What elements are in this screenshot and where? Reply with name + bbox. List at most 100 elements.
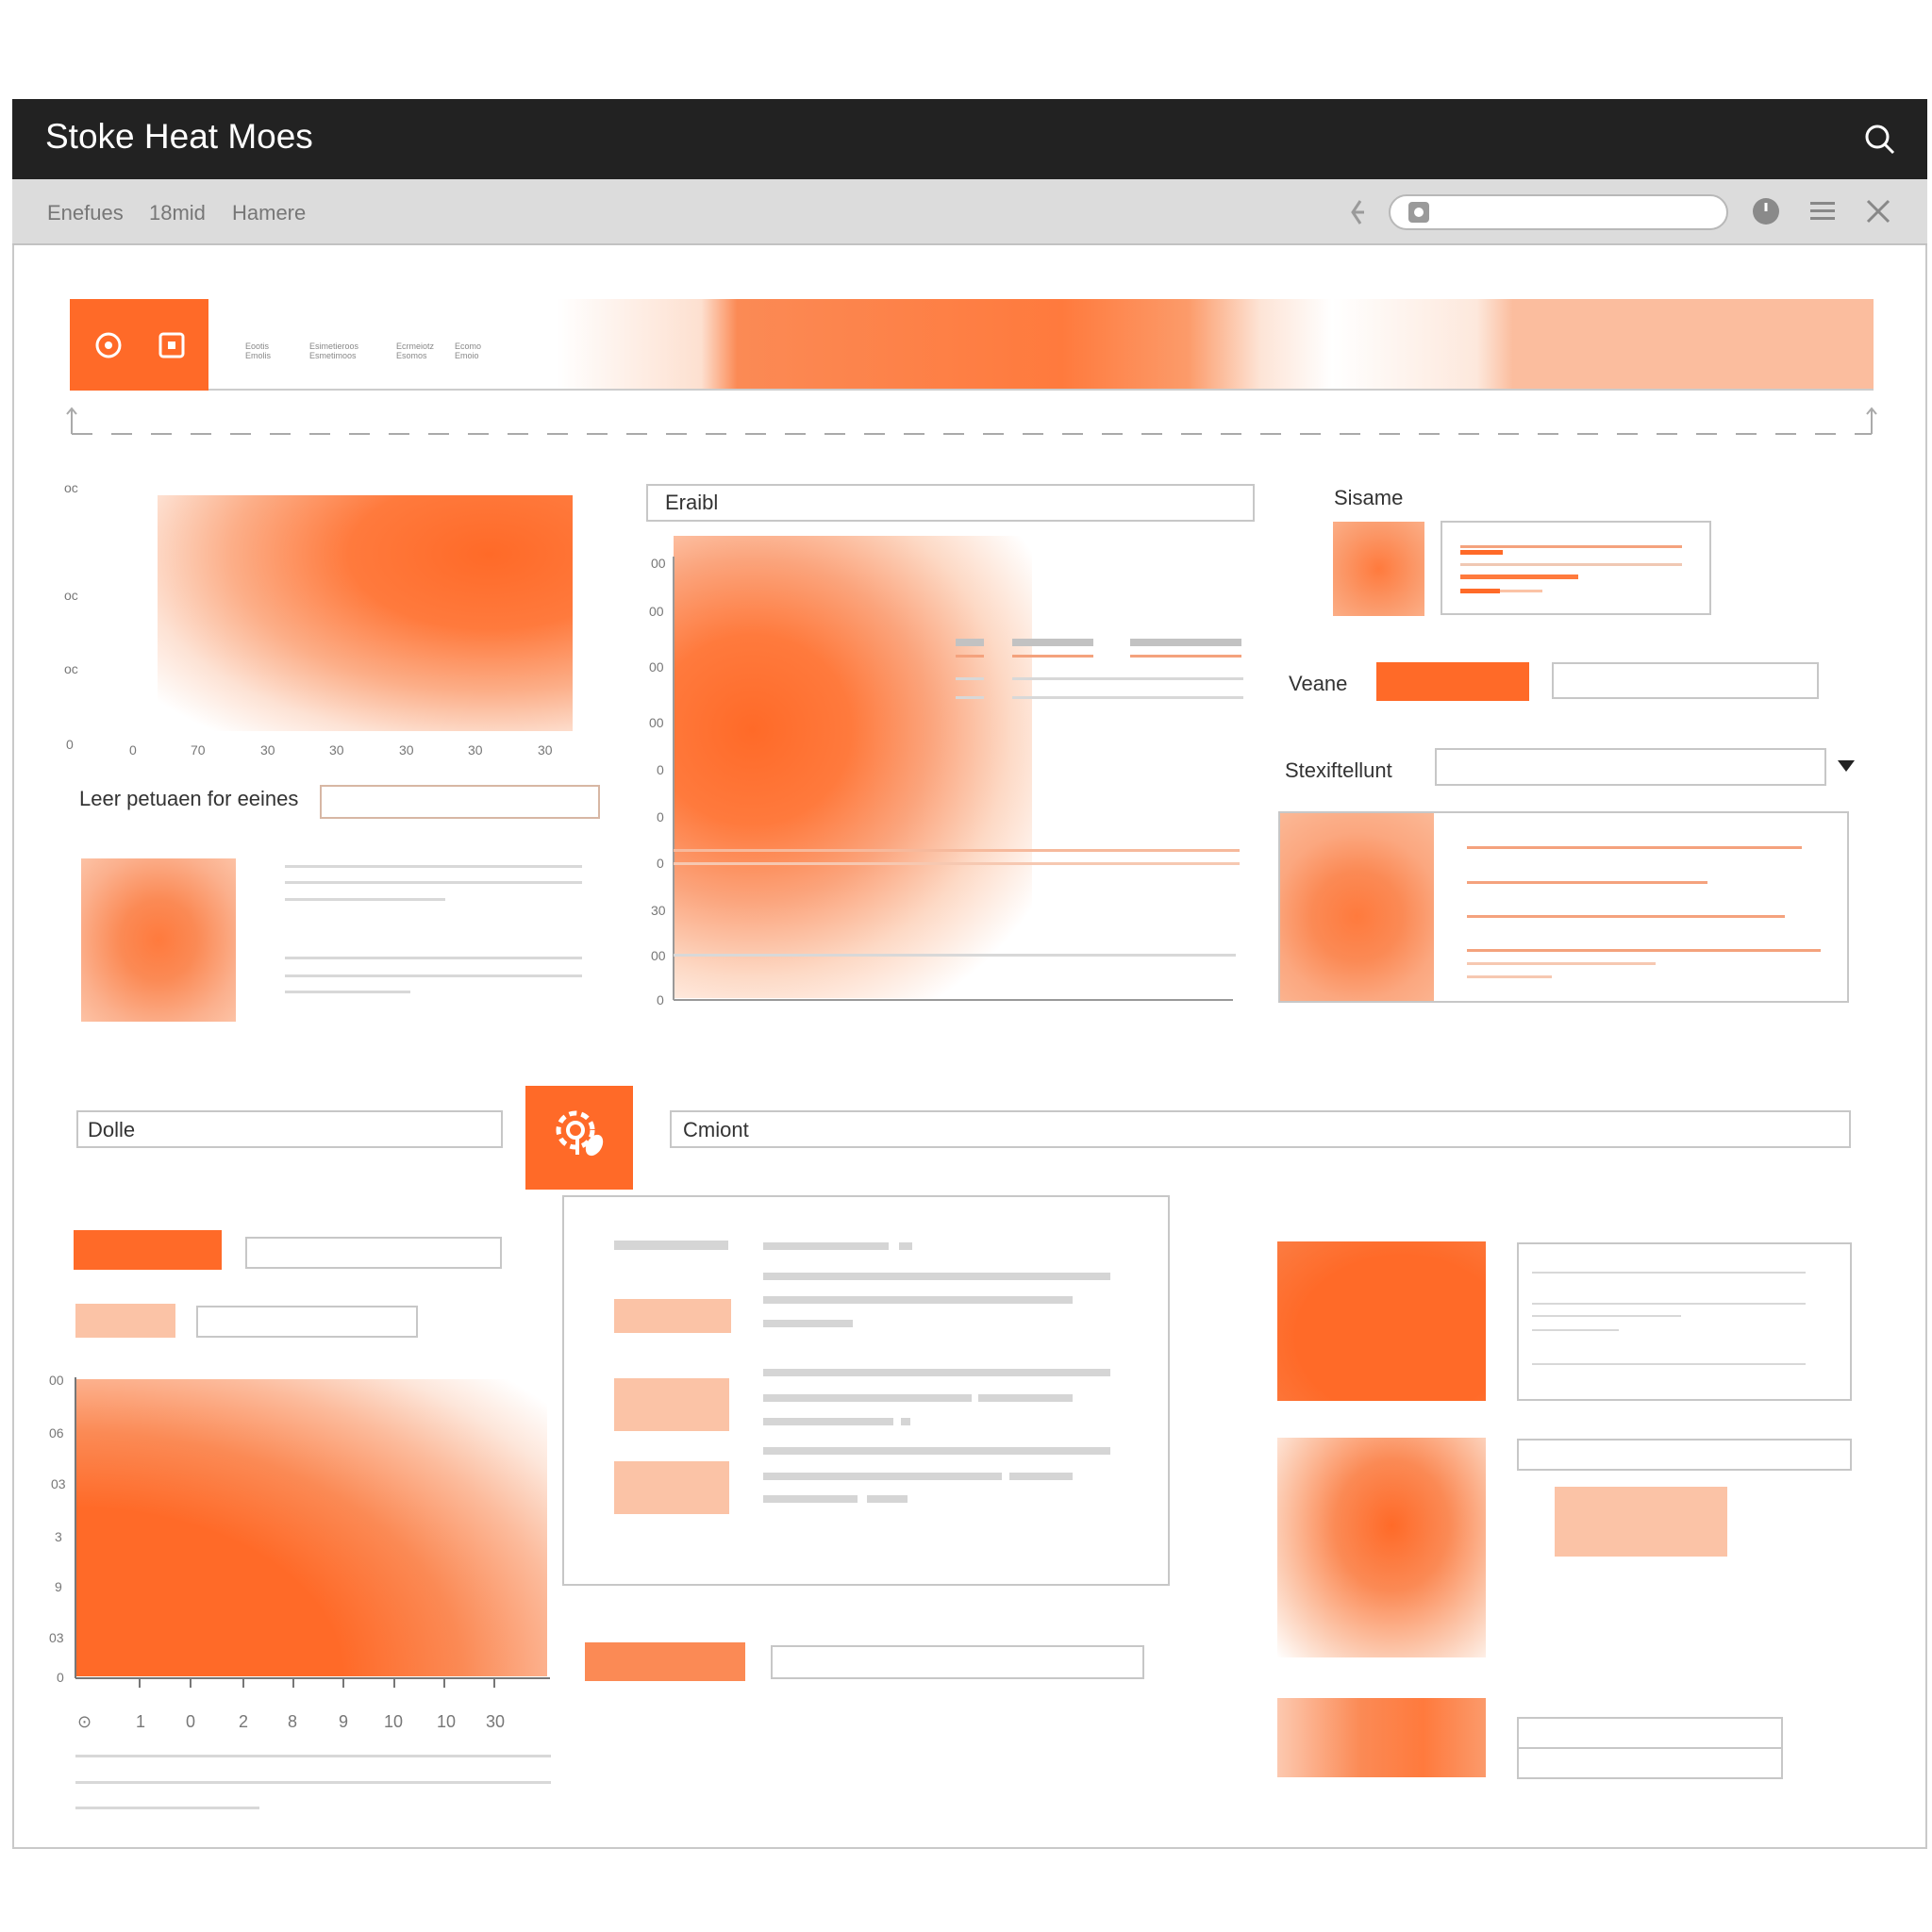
note-card xyxy=(1517,1242,1852,1401)
input-field[interactable] xyxy=(1517,1747,1783,1779)
text-line xyxy=(1532,1315,1681,1317)
text-line xyxy=(1467,881,1707,884)
text-line xyxy=(1467,962,1656,965)
chart3-axes xyxy=(75,1377,550,1688)
close-icon[interactable] xyxy=(1866,199,1890,224)
text-line xyxy=(867,1495,908,1503)
input-field[interactable] xyxy=(196,1306,418,1338)
bar-swatch xyxy=(585,1642,745,1681)
value-label: Veane xyxy=(1289,672,1348,695)
c3-xtick-8: 10 xyxy=(437,1712,457,1731)
text-line xyxy=(285,865,582,868)
c2-ytick-8: 30 xyxy=(651,903,666,918)
field-right[interactable] xyxy=(670,1110,1851,1148)
menu-item-3[interactable]: Hamere xyxy=(232,201,307,225)
ref-line xyxy=(674,954,1236,957)
list-item-swatch xyxy=(614,1461,729,1514)
text-line xyxy=(75,1755,551,1757)
text-line xyxy=(1532,1272,1806,1274)
c1-ytick-1: oc xyxy=(64,480,78,495)
search-field[interactable] xyxy=(646,484,1255,522)
bar-swatch xyxy=(74,1230,222,1270)
c1-xtick-4: 30 xyxy=(329,742,344,758)
target-icon[interactable] xyxy=(94,331,123,359)
c3-xtick-2: 1 xyxy=(136,1712,146,1731)
text-line xyxy=(285,991,410,993)
text-line xyxy=(1467,846,1802,849)
text-line xyxy=(1460,563,1682,566)
strip-label-2: Esimetieroos Esmetimoos xyxy=(309,341,359,360)
c1-xtick-1: 0 xyxy=(129,742,137,758)
text-line xyxy=(1460,575,1578,579)
c3-xtick-5: 8 xyxy=(288,1712,298,1731)
caption-label: Leer petuaen for eeines xyxy=(79,787,299,810)
text-line xyxy=(1467,915,1785,918)
c1-ytick-4: 0 xyxy=(66,737,74,752)
text-line xyxy=(285,898,445,901)
c1-xtick-5: 30 xyxy=(399,742,414,758)
text-line xyxy=(1012,677,1243,680)
header-strip xyxy=(70,299,1874,391)
text-line xyxy=(1460,589,1500,593)
c2-ytick-6: 0 xyxy=(657,809,664,824)
back-icon[interactable] xyxy=(1347,198,1366,226)
legend-line xyxy=(1130,655,1241,658)
c2-ytick-9: 00 xyxy=(651,948,666,963)
text-line xyxy=(763,1296,1073,1304)
text-line xyxy=(956,677,984,680)
clock-icon[interactable] xyxy=(1752,197,1780,225)
text-line xyxy=(1532,1329,1619,1331)
search-label: Eraibl xyxy=(665,491,719,514)
ref-line xyxy=(674,862,1240,865)
text-line xyxy=(1012,696,1243,699)
search-icon[interactable] xyxy=(1863,123,1897,157)
c3-ytick-3: 03 xyxy=(51,1476,66,1491)
field-left[interactable] xyxy=(76,1110,503,1148)
c2-ytick-10: 0 xyxy=(657,992,664,1008)
c1-xtick-6: 30 xyxy=(468,742,483,758)
caption-input[interactable] xyxy=(320,785,600,819)
list-heading xyxy=(614,1241,728,1250)
text-line xyxy=(763,1394,972,1402)
thumb-1 xyxy=(81,858,236,1022)
menu-icon[interactable] xyxy=(1809,198,1836,225)
c1-ytick-2: oc xyxy=(64,588,78,603)
input-field[interactable] xyxy=(245,1237,502,1269)
c2-ytick-4: 00 xyxy=(649,715,664,730)
input-field[interactable] xyxy=(1517,1717,1783,1749)
menu-item-1[interactable]: Enefues xyxy=(47,201,124,225)
text-line xyxy=(1460,545,1682,548)
heatmap-1 xyxy=(158,495,573,731)
c3-ytick-1: 00 xyxy=(49,1373,64,1388)
address-bar[interactable] xyxy=(1389,194,1728,230)
select-label: Stexiftellunt xyxy=(1285,758,1392,782)
text-line xyxy=(956,696,984,699)
value-input[interactable] xyxy=(1552,662,1819,699)
text-line xyxy=(763,1473,1002,1480)
c3-xtick-3: 0 xyxy=(186,1712,196,1731)
thumb-3 xyxy=(1280,813,1434,1001)
frame-icon[interactable] xyxy=(158,332,185,358)
thumb-6 xyxy=(1277,1698,1486,1777)
menu-item-2[interactable]: 18mid xyxy=(149,201,206,225)
title-bar xyxy=(12,99,1927,179)
select-dropdown[interactable] xyxy=(1435,748,1826,786)
bar-swatch xyxy=(1555,1487,1727,1557)
input-field[interactable] xyxy=(771,1645,1144,1679)
c2-ytick-3: 00 xyxy=(649,659,664,675)
text-line xyxy=(285,974,582,977)
c3-ytick-7: 0 xyxy=(57,1670,64,1685)
c3-ytick-2: 06 xyxy=(49,1425,64,1441)
value-bar xyxy=(1376,662,1529,701)
text-line xyxy=(1532,1363,1806,1365)
c3-xtick-9: 30 xyxy=(486,1712,506,1731)
text-line xyxy=(1460,550,1503,555)
gear-icon[interactable] xyxy=(549,1104,611,1166)
chevron-down-icon[interactable] xyxy=(1838,760,1855,772)
input-field[interactable] xyxy=(1517,1439,1852,1471)
field-left-label: Dolle xyxy=(88,1118,136,1141)
c3-xtick-7: 10 xyxy=(384,1712,404,1731)
ref-line xyxy=(674,849,1240,852)
text-line xyxy=(75,1807,259,1809)
thumb-2 xyxy=(1333,522,1424,616)
